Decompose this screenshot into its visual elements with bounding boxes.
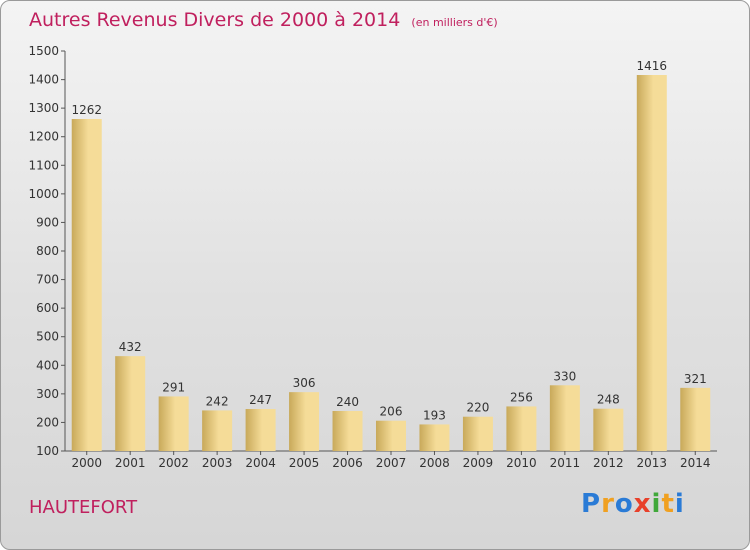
- bar-value-label: 248: [597, 393, 620, 407]
- bar: [245, 409, 276, 451]
- bar-value-label: 432: [119, 340, 142, 354]
- bar-value-label: 193: [423, 408, 446, 422]
- x-tick-label: 2004: [245, 456, 276, 470]
- chart-title: Autres Revenus Divers de 2000 à 2014: [29, 9, 401, 31]
- bar: [115, 356, 146, 451]
- y-tick-label: 700: [36, 273, 59, 287]
- bar: [202, 410, 233, 451]
- bar: [549, 385, 580, 451]
- y-tick-label: 100: [36, 444, 59, 458]
- y-tick-label: 1000: [28, 187, 59, 201]
- bar-value-label: 330: [553, 369, 576, 383]
- x-tick-label: 2003: [202, 456, 233, 470]
- x-tick-label: 2008: [419, 456, 450, 470]
- y-tick-label: 1400: [28, 73, 59, 87]
- bar: [462, 416, 493, 451]
- x-tick-label: 2011: [550, 456, 581, 470]
- proxiti-logo: Proxiti: [581, 489, 685, 519]
- bar-value-label: 240: [336, 395, 359, 409]
- y-tick-label: 1300: [28, 101, 59, 115]
- bar: [419, 424, 450, 451]
- bar: [332, 411, 363, 451]
- y-tick-label: 500: [36, 330, 59, 344]
- y-tick-label: 1200: [28, 130, 59, 144]
- chart-subtitle: (en milliers d'€): [411, 16, 498, 29]
- bar-value-label: 242: [206, 394, 229, 408]
- x-tick-label: 2009: [463, 456, 494, 470]
- bar: [593, 408, 624, 451]
- logo-letter: i: [651, 489, 662, 519]
- x-tick-label: 2006: [332, 456, 363, 470]
- logo-letter: i: [674, 489, 685, 519]
- x-tick-label: 2001: [115, 456, 146, 470]
- bar: [376, 420, 406, 451]
- bar-value-label: 1262: [71, 103, 102, 117]
- y-tick-label: 600: [36, 301, 59, 315]
- logo-letter: o: [614, 489, 634, 519]
- bar-value-label: 321: [684, 372, 707, 386]
- x-tick-label: 2014: [680, 456, 711, 470]
- y-tick-label: 1500: [28, 44, 59, 58]
- y-tick-label: 800: [36, 244, 59, 258]
- y-tick-label: 1100: [28, 158, 59, 172]
- chart-title-block: Autres Revenus Divers de 2000 à 2014 (en…: [29, 9, 498, 31]
- bar-value-label: 1416: [637, 59, 668, 73]
- x-tick-label: 2012: [593, 456, 624, 470]
- bar-value-label: 247: [249, 393, 272, 407]
- logo-letter: x: [633, 489, 652, 519]
- y-tick-label: 300: [36, 387, 59, 401]
- bar-value-label: 220: [466, 401, 489, 415]
- y-tick-label: 900: [36, 215, 59, 229]
- logo-letter: P: [581, 489, 602, 519]
- bar: [506, 406, 537, 451]
- bar: [158, 396, 189, 451]
- bar-value-label: 206: [380, 405, 403, 419]
- bar: [636, 75, 667, 451]
- location-label: HAUTEFORT: [29, 497, 138, 518]
- bar-value-label: 306: [293, 376, 316, 390]
- y-tick-label: 400: [36, 358, 59, 372]
- logo-letter: r: [601, 489, 615, 519]
- x-tick-label: 2005: [289, 456, 320, 470]
- x-tick-label: 2002: [158, 456, 189, 470]
- x-tick-label: 2013: [637, 456, 668, 470]
- bar: [71, 119, 102, 451]
- x-tick-label: 2010: [506, 456, 537, 470]
- y-tick-label: 200: [36, 415, 59, 429]
- x-tick-label: 2000: [71, 456, 102, 470]
- x-tick-label: 2007: [376, 456, 407, 470]
- bar: [680, 387, 711, 451]
- logo-letter: t: [661, 489, 675, 519]
- bar-value-label: 291: [162, 380, 185, 394]
- bar-value-label: 256: [510, 390, 533, 404]
- bar: [289, 392, 320, 451]
